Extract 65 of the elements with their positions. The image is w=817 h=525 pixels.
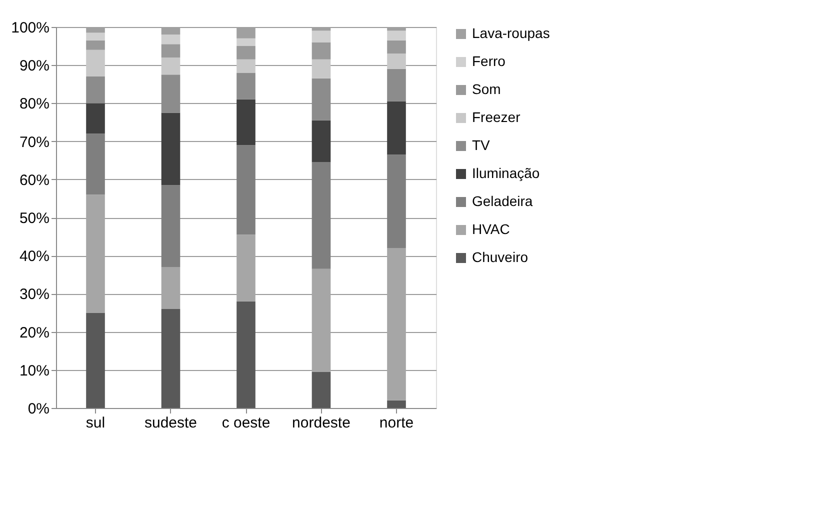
bar: [86, 50, 105, 77]
bar: [86, 194, 105, 313]
bar: [312, 42, 331, 60]
bar: [312, 120, 331, 162]
bar: [387, 248, 406, 400]
bar: [387, 101, 406, 155]
bar: [387, 54, 406, 69]
bar: [161, 267, 180, 309]
bar: [161, 308, 180, 408]
bar: [236, 234, 256, 302]
bar: [161, 112, 180, 186]
bar: [86, 312, 105, 408]
bar: [236, 59, 256, 73]
bar: [161, 34, 180, 44]
bar: [387, 40, 406, 54]
y-tick-label: 50%: [19, 210, 50, 227]
bar: [236, 38, 256, 46]
bar: [236, 301, 256, 408]
legend-label: Freezer: [472, 109, 521, 125]
y-tick-label: 40%: [19, 248, 50, 266]
legend-label: Geladeira: [472, 193, 533, 209]
y-tick-label: 70%: [19, 134, 50, 151]
bar: [387, 68, 406, 102]
bar: [236, 145, 256, 235]
x-tick-label: nordeste: [292, 414, 350, 432]
x-tick-label: norte: [379, 414, 414, 432]
bar: [312, 268, 331, 372]
bar: [161, 44, 180, 58]
bar: [312, 162, 331, 269]
y-tick-label: 10%: [19, 362, 50, 380]
bar: [236, 46, 256, 60]
y-tick-label: 20%: [19, 324, 50, 342]
bar: [161, 185, 180, 268]
y-tick-label: 60%: [19, 172, 50, 189]
bar: [312, 30, 331, 42]
bar: [86, 76, 105, 104]
bar: [312, 372, 331, 408]
y-tick-label: 30%: [19, 286, 50, 304]
bar: [387, 154, 406, 248]
bar: [312, 59, 331, 78]
legend-label: Ferro: [472, 53, 506, 69]
bar: [387, 30, 406, 40]
x-tick-label: c oeste: [222, 414, 270, 432]
bar: [86, 32, 105, 40]
bar: [161, 74, 180, 113]
bar: [161, 57, 180, 75]
y-tick-label: 80%: [19, 96, 50, 113]
legend-label: HVAC: [472, 221, 510, 237]
bar: [236, 99, 256, 146]
y-tick-label: 90%: [19, 58, 50, 75]
y-tick-label: 0%: [28, 400, 50, 418]
bar: [86, 40, 105, 50]
x-tick-label: sul: [86, 414, 106, 432]
legend-label: Lava-roupas: [472, 25, 550, 41]
legend-label: Som: [472, 81, 501, 97]
bar: [86, 103, 105, 134]
legend-label: TV: [472, 137, 491, 153]
bar: [86, 134, 105, 195]
bar: [312, 78, 331, 120]
y-tick-label: 100%: [11, 20, 50, 36]
bar: [236, 72, 256, 100]
legend-label: Iluminação: [472, 165, 540, 181]
legend-label: Chuveiro: [472, 249, 528, 265]
bar: [387, 400, 406, 408]
x-tick-label: sudeste: [144, 414, 198, 432]
